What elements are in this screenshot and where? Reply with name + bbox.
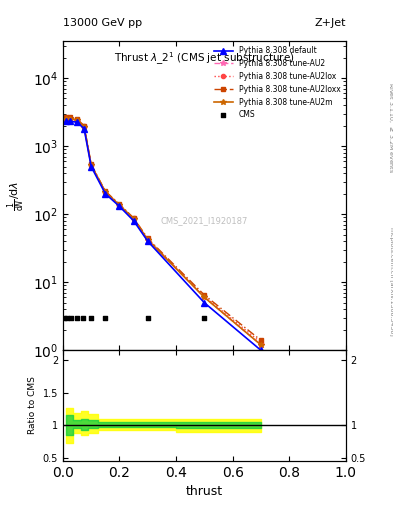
Pythia 8.308 tune-AU2m (89, 162, 94, 168)
Pythia 8.308 tune-AU2m (103, 189, 108, 195)
Pythia 8.308 tune-AU2lox (259, 339, 263, 346)
Legend: Pythia 8.308 default, Pythia 8.308 tune-AU2, Pythia 8.308 tune-AU2lox, Pythia 8.: Pythia 8.308 default, Pythia 8.308 tune-… (211, 43, 343, 122)
Text: 13000 GeV pp: 13000 GeV pp (63, 18, 142, 28)
Y-axis label: $\frac{1}{\mathregular{d}N} / \mathregular{d}\lambda$: $\frac{1}{\mathregular{d}N} / \mathregul… (6, 180, 27, 211)
Pythia 8.308 tune-AU2 (75, 117, 79, 123)
Pythia 8.308 tune-AU2lox (89, 162, 94, 168)
Pythia 8.308 default (75, 119, 79, 125)
Pythia 8.308 tune-AU2 (259, 342, 263, 348)
Pythia 8.308 default (117, 203, 122, 209)
Pythia 8.308 default (259, 347, 263, 353)
Pythia 8.308 tune-AU2m (117, 202, 122, 208)
Pythia 8.308 tune-AU2 (89, 162, 94, 168)
Pythia 8.308 tune-AU2 (63, 116, 68, 122)
Pythia 8.308 tune-AU2 (82, 124, 86, 130)
Text: mcplots.cern.ch [arXiv:1306.3436]: mcplots.cern.ch [arXiv:1306.3436] (389, 227, 393, 336)
Pythia 8.308 tune-AU2loxx (68, 114, 72, 120)
Pythia 8.308 tune-AU2m (259, 342, 263, 348)
Pythia 8.308 tune-AU2loxx (89, 161, 94, 167)
CMS (68, 314, 75, 322)
CMS (64, 314, 70, 322)
Pythia 8.308 tune-AU2lox (82, 123, 86, 130)
Line: Pythia 8.308 default: Pythia 8.308 default (63, 119, 264, 353)
Pythia 8.308 default (89, 163, 94, 169)
Pythia 8.308 tune-AU2lox (75, 117, 79, 123)
Pythia 8.308 tune-AU2m (202, 294, 207, 301)
Text: Rivet 3.1.10, $\geq$ 3.2M events: Rivet 3.1.10, $\geq$ 3.2M events (387, 82, 393, 174)
Pythia 8.308 tune-AU2m (82, 124, 86, 130)
Pythia 8.308 tune-AU2 (202, 294, 207, 301)
Pythia 8.308 tune-AU2lox (103, 188, 108, 195)
Pythia 8.308 tune-AU2lox (63, 115, 68, 121)
Pythia 8.308 tune-AU2m (75, 117, 79, 123)
Pythia 8.308 tune-AU2 (103, 189, 108, 195)
Y-axis label: Ratio to CMS: Ratio to CMS (28, 377, 37, 435)
CMS (79, 314, 86, 322)
CMS (201, 314, 208, 322)
Pythia 8.308 tune-AU2 (145, 237, 150, 243)
Pythia 8.308 tune-AU2loxx (82, 122, 86, 129)
Pythia 8.308 default (63, 118, 68, 124)
Pythia 8.308 tune-AU2 (131, 216, 136, 222)
Pythia 8.308 tune-AU2m (131, 216, 136, 222)
Pythia 8.308 default (202, 300, 207, 306)
Pythia 8.308 tune-AU2loxx (63, 114, 68, 120)
CMS (102, 314, 108, 322)
Pythia 8.308 tune-AU2lox (202, 293, 207, 300)
Pythia 8.308 tune-AU2loxx (131, 215, 136, 221)
Pythia 8.308 default (131, 218, 136, 224)
Pythia 8.308 default (103, 190, 108, 197)
Line: Pythia 8.308 tune-AU2: Pythia 8.308 tune-AU2 (63, 116, 264, 348)
Line: Pythia 8.308 tune-AU2lox: Pythia 8.308 tune-AU2lox (64, 116, 263, 345)
Line: Pythia 8.308 tune-AU2m: Pythia 8.308 tune-AU2m (63, 116, 264, 348)
Pythia 8.308 tune-AU2lox (131, 215, 136, 221)
Pythia 8.308 tune-AU2m (145, 237, 150, 243)
Line: Pythia 8.308 tune-AU2loxx: Pythia 8.308 tune-AU2loxx (64, 115, 263, 343)
Pythia 8.308 tune-AU2loxx (75, 116, 79, 122)
Text: Thrust $\lambda\_2^1$ (CMS jet substructure): Thrust $\lambda\_2^1$ (CMS jet substruct… (114, 50, 295, 67)
Text: Z+Jet: Z+Jet (314, 18, 346, 28)
Pythia 8.308 tune-AU2loxx (202, 292, 207, 298)
Pythia 8.308 default (82, 125, 86, 132)
Pythia 8.308 tune-AU2loxx (145, 236, 150, 242)
CMS (88, 314, 94, 322)
CMS (145, 314, 151, 322)
Pythia 8.308 tune-AU2loxx (259, 337, 263, 344)
X-axis label: thrust: thrust (186, 485, 223, 498)
CMS (74, 314, 80, 322)
Pythia 8.308 tune-AU2m (63, 116, 68, 122)
Pythia 8.308 tune-AU2lox (117, 202, 122, 208)
Pythia 8.308 tune-AU2 (68, 116, 72, 122)
CMS (61, 314, 68, 322)
Pythia 8.308 default (68, 118, 72, 124)
Text: CMS_2021_I1920187: CMS_2021_I1920187 (161, 216, 248, 225)
Pythia 8.308 tune-AU2loxx (117, 201, 122, 207)
Pythia 8.308 tune-AU2lox (145, 236, 150, 242)
Pythia 8.308 tune-AU2 (117, 202, 122, 208)
Pythia 8.308 tune-AU2loxx (103, 188, 108, 194)
Pythia 8.308 tune-AU2lox (68, 115, 72, 121)
Pythia 8.308 tune-AU2m (68, 116, 72, 122)
Pythia 8.308 default (145, 238, 150, 244)
